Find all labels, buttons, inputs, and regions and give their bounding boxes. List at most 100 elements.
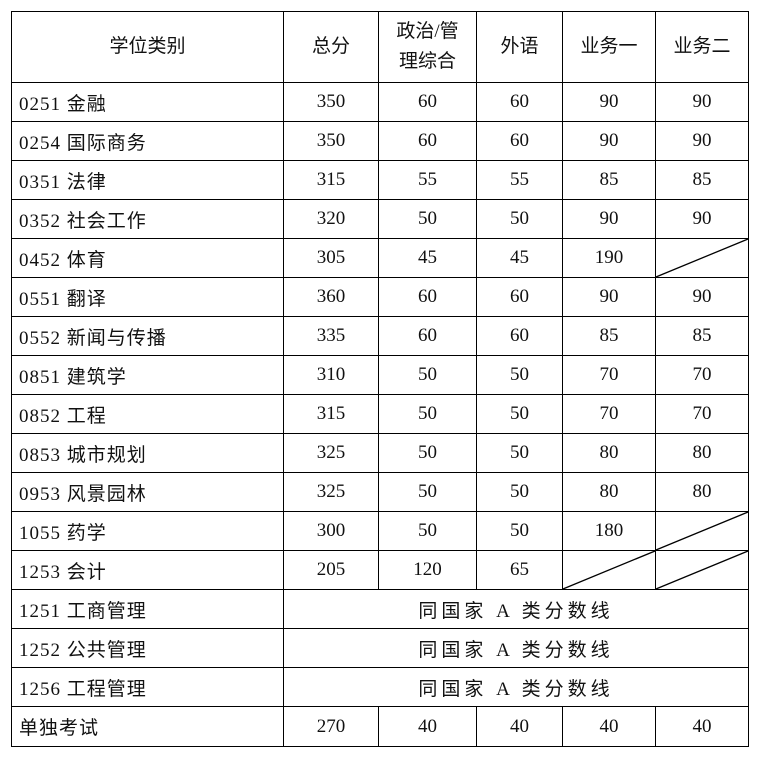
subject1-cell: 80 — [562, 472, 656, 512]
total-cell: 205 — [283, 550, 379, 590]
subject2-cell: 90 — [655, 82, 749, 122]
table-row: 0953 风景园林 325 50 50 80 80 — [11, 472, 749, 512]
degree-type-cell: 0853 城市规划 — [11, 433, 284, 473]
language-cell: 60 — [476, 277, 563, 317]
politics-cell: 120 — [378, 550, 477, 590]
language-cell: 65 — [476, 550, 563, 590]
table-row: 0851 建筑学 310 50 50 70 70 — [11, 355, 749, 395]
table-row: 0351 法律 315 55 55 85 85 — [11, 160, 749, 200]
subject2-cell: 80 — [655, 472, 749, 512]
score-table: 学位类别 总分 政治/管 理综合 外语 业务一 业务二 0251 金融 350 60 6… — [11, 11, 749, 747]
politics-cell: 40 — [378, 706, 477, 747]
language-cell: 55 — [476, 160, 563, 200]
degree-type-cell: 0552 新闻与传播 — [11, 316, 284, 356]
language-cell: 50 — [476, 433, 563, 473]
language-cell: 50 — [476, 199, 563, 239]
total-cell: 350 — [283, 121, 379, 161]
diagonal-slash — [656, 239, 748, 277]
politics-cell: 50 — [378, 355, 477, 395]
language-cell: 60 — [476, 316, 563, 356]
subject1-cell: 90 — [562, 277, 656, 317]
language-cell: 50 — [476, 472, 563, 512]
subject2-cell: 85 — [655, 316, 749, 356]
total-cell: 320 — [283, 199, 379, 239]
diagonal-slash — [656, 551, 748, 589]
subject2-cell: 85 — [655, 160, 749, 200]
table-row: 0551 翻译 360 60 60 90 90 — [11, 277, 749, 317]
subject1-cell: 90 — [562, 82, 656, 122]
language-cell: 50 — [476, 355, 563, 395]
subject1-cell: 40 — [562, 706, 656, 747]
header-degree-type: 学位类别 — [11, 11, 284, 83]
subject2-cell: 80 — [655, 433, 749, 473]
total-cell: 270 — [283, 706, 379, 747]
degree-type-cell: 0254 国际商务 — [11, 121, 284, 161]
degree-type-cell: 0852 工程 — [11, 394, 284, 434]
degree-type-cell: 0851 建筑学 — [11, 355, 284, 395]
header-politics: 政治/管理综合 — [378, 11, 477, 83]
subject2-cell: 70 — [655, 355, 749, 395]
degree-type-cell: 0551 翻译 — [11, 277, 284, 317]
subject1-cell: 180 — [562, 511, 656, 551]
language-cell: 60 — [476, 82, 563, 122]
politics-cell: 60 — [378, 82, 477, 122]
language-cell: 40 — [476, 706, 563, 747]
table-row: 1252 公共管理 同国家 A 类分数线 — [11, 628, 749, 668]
total-cell: 315 — [283, 160, 379, 200]
subject1-cell: 70 — [562, 394, 656, 434]
politics-cell: 50 — [378, 199, 477, 239]
subject2-cell: 90 — [655, 277, 749, 317]
table-row: 0853 城市规划 325 50 50 80 80 — [11, 433, 749, 473]
politics-cell: 50 — [378, 472, 477, 512]
total-cell: 305 — [283, 238, 379, 278]
politics-cell: 55 — [378, 160, 477, 200]
header-politics-line1: 政治/管 — [396, 21, 459, 42]
header-language: 外语 — [476, 11, 563, 83]
subject2-cell: 90 — [655, 199, 749, 239]
table-row: 0251 金融 350 60 60 90 90 — [11, 82, 749, 122]
subject1-cell: 80 — [562, 433, 656, 473]
table-row: 0254 国际商务 350 60 60 90 90 — [11, 121, 749, 161]
total-cell: 315 — [283, 394, 379, 434]
merged-score-cell: 同国家 A 类分数线 — [283, 667, 749, 707]
table-row: 1253 会计 205 120 65 — [11, 550, 749, 590]
degree-type-cell: 1256 工程管理 — [11, 667, 284, 707]
subject1-cell: 70 — [562, 355, 656, 395]
subject1-cell: 85 — [562, 160, 656, 200]
table-row: 0552 新闻与传播 335 60 60 85 85 — [11, 316, 749, 356]
politics-cell: 60 — [378, 316, 477, 356]
total-cell: 310 — [283, 355, 379, 395]
language-cell: 45 — [476, 238, 563, 278]
table-row: 1251 工商管理 同国家 A 类分数线 — [11, 589, 749, 629]
table-row: 1055 药学 300 50 50 180 — [11, 511, 749, 551]
degree-type-cell: 1252 公共管理 — [11, 628, 284, 668]
header-row: 学位类别 总分 政治/管 理综合 外语 业务一 业务二 — [11, 11, 749, 83]
header-politics-line2: 理综合 — [398, 51, 456, 72]
degree-type-cell: 0351 法律 — [11, 160, 284, 200]
degree-type-cell: 1253 会计 — [11, 550, 284, 590]
degree-type-cell: 0251 金融 — [11, 82, 284, 122]
table-row: 1256 工程管理 同国家 A 类分数线 — [11, 667, 749, 707]
subject2-empty-cell — [655, 511, 749, 551]
subject1-cell: 90 — [562, 199, 656, 239]
politics-cell: 50 — [378, 433, 477, 473]
degree-type-cell: 单独考试 — [11, 706, 284, 747]
language-cell: 50 — [476, 511, 563, 551]
table-row: 0852 工程 315 50 50 70 70 — [11, 394, 749, 434]
total-cell: 325 — [283, 433, 379, 473]
degree-type-cell: 0953 风景园林 — [11, 472, 284, 512]
politics-cell: 60 — [378, 121, 477, 161]
subject2-cell: 90 — [655, 121, 749, 161]
language-cell: 50 — [476, 394, 563, 434]
diagonal-slash — [656, 512, 748, 550]
degree-type-cell: 1251 工商管理 — [11, 589, 284, 629]
subject2-cell: 70 — [655, 394, 749, 434]
subject2-empty-cell — [655, 238, 749, 278]
merged-score-cell: 同国家 A 类分数线 — [283, 628, 749, 668]
subject2-cell: 40 — [655, 706, 749, 747]
degree-type-cell: 0352 社会工作 — [11, 199, 284, 239]
header-total: 总分 — [283, 11, 379, 83]
degree-type-cell: 0452 体育 — [11, 238, 284, 278]
subject1-cell: 90 — [562, 121, 656, 161]
subject1-cell: 190 — [562, 238, 656, 278]
